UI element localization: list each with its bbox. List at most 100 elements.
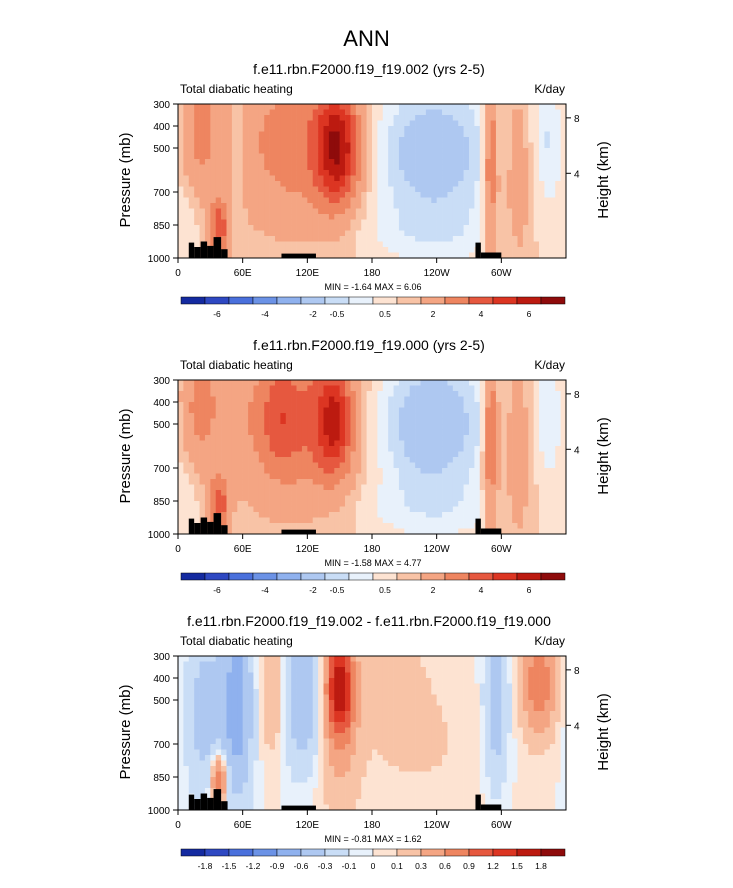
heatmap-cell	[345, 490, 351, 496]
heatmap-cell	[431, 385, 437, 392]
heatmap-cell	[479, 208, 486, 215]
heatmap-cell	[318, 501, 324, 507]
heatmap-cell	[528, 164, 534, 171]
heatmap-cell	[425, 435, 432, 441]
heatmap-cell	[204, 181, 211, 187]
heatmap-cell	[404, 694, 411, 701]
heatmap-cell	[436, 192, 443, 198]
heatmap-cell	[237, 241, 243, 248]
heatmap-cell	[544, 214, 551, 220]
heatmap-cell	[528, 413, 534, 419]
heatmap-cell	[361, 678, 367, 684]
heatmap-cell	[382, 689, 389, 695]
heatmap-cell	[210, 716, 217, 723]
heatmap-cell	[242, 473, 249, 480]
heatmap-cell	[285, 175, 292, 182]
heatmap-cell	[479, 517, 486, 524]
heatmap-cell	[501, 148, 508, 154]
heatmap-cell	[280, 468, 287, 474]
heatmap-cell	[350, 214, 357, 220]
heatmap-cell	[436, 711, 443, 717]
heatmap-cell	[248, 661, 254, 668]
heatmap-cell	[264, 192, 270, 198]
heatmap-cell	[275, 214, 281, 220]
heatmap-cell	[506, 528, 513, 535]
heatmap-cell	[415, 694, 421, 701]
heatmap-cell	[522, 656, 529, 662]
panel-3-units: K/day	[534, 634, 565, 648]
heatmap-cell	[215, 705, 222, 712]
heatmap-cell	[436, 126, 443, 132]
heatmap-cell	[253, 523, 260, 529]
heatmap-cell	[199, 142, 206, 149]
heatmap-cell	[388, 385, 394, 392]
heatmap-cell	[404, 203, 411, 209]
heatmap-cell	[248, 479, 254, 485]
heatmap-cell	[312, 241, 319, 248]
heatmap-cell	[528, 137, 534, 143]
heatmap-cell	[447, 413, 454, 419]
heatmap-cell	[442, 407, 448, 414]
heatmap-cell	[307, 424, 314, 430]
heatmap-cell	[382, 468, 389, 474]
heatmap-cell	[517, 153, 524, 160]
heatmap-cell	[221, 115, 227, 121]
heatmap-cell	[549, 501, 556, 507]
heatmap-cell	[474, 479, 481, 485]
heatmap-cell	[345, 164, 351, 171]
heatmap-cell	[506, 661, 513, 668]
heatmap-cell	[237, 528, 243, 535]
heatmap-cell	[458, 137, 464, 143]
heatmap-cell	[560, 126, 567, 132]
heatmap-cell	[339, 473, 346, 480]
heatmap-cell	[366, 192, 373, 198]
heatmap-cell	[215, 186, 222, 193]
heatmap-cell	[425, 446, 432, 452]
heatmap-cell	[420, 109, 427, 116]
heatmap-cell	[533, 159, 540, 165]
heatmap-cell	[334, 689, 340, 695]
heatmap-cell	[490, 197, 497, 204]
heatmap-cell	[512, 678, 518, 684]
heatmap-cell	[296, 170, 303, 176]
heatmap-cell	[431, 219, 437, 226]
heatmap-cell	[328, 517, 335, 524]
heatmap-cell	[215, 109, 222, 116]
heatmap-cell	[301, 159, 308, 165]
heatmap-cell	[291, 711, 297, 717]
heatmap-cell	[372, 208, 378, 215]
colorbar-bin	[468, 296, 494, 305]
heatmap-cell	[463, 247, 470, 253]
heatmap-cell	[404, 197, 411, 204]
heatmap-cell	[512, 457, 518, 463]
heatmap-cell	[549, 479, 556, 485]
heatmap-cell	[442, 203, 448, 209]
heatmap-cell	[350, 683, 357, 690]
heatmap-cell	[296, 236, 303, 242]
heatmap-cell	[490, 689, 497, 695]
heatmap-cell	[372, 252, 378, 259]
heatmap-cell	[539, 131, 545, 138]
heatmap-cell	[372, 109, 378, 116]
heatmap-cell	[415, 380, 421, 386]
heatmap-cell	[485, 197, 491, 204]
heatmap-cell	[544, 490, 551, 496]
heatmap-cell	[339, 380, 346, 386]
heatmap-cell	[318, 402, 324, 408]
heatmap-cell	[231, 164, 238, 171]
heatmap-cell	[388, 440, 394, 447]
heatmap-cell	[339, 705, 346, 712]
heatmap-cell	[323, 667, 330, 673]
heatmap-cell	[237, 186, 243, 193]
heatmap-cell	[452, 115, 459, 121]
heatmap-cell	[512, 495, 518, 502]
heatmap-cell	[533, 506, 540, 513]
heatmap-cell	[528, 523, 534, 529]
heatmap-cell	[485, 672, 491, 679]
heatmap-cell	[355, 219, 362, 226]
heatmap-cell	[436, 247, 443, 253]
heatmap-cell	[420, 148, 427, 154]
heatmap-cell	[549, 252, 556, 259]
heatmap-cell	[226, 413, 233, 419]
heatmap-cell	[269, 656, 276, 662]
